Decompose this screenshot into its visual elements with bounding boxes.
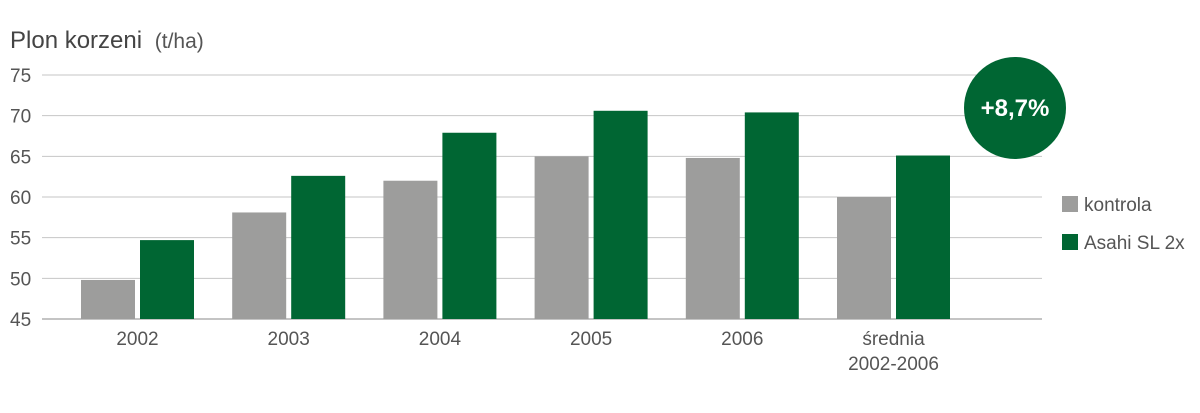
- bar-kontrola: [383, 180, 438, 319]
- annotation-badge: +8,7%: [964, 57, 1066, 159]
- y-tick-label: 65: [10, 147, 31, 168]
- legend-swatch: [1062, 196, 1078, 212]
- bar-asahi-sl-2x: [593, 110, 648, 319]
- x-tick-label: średnia 2002-2006: [848, 329, 939, 375]
- annotation-circle: [964, 57, 1066, 159]
- y-axis-ticks: 45 50 55 60 65 70 75: [10, 66, 31, 331]
- y-tick-label: 75: [10, 66, 31, 87]
- bar-asahi-sl-2x: [442, 132, 497, 319]
- chart-title: Plon korzeni (t/ha): [10, 27, 204, 54]
- chart-title-main: Plon korzeni: [10, 27, 142, 54]
- y-tick-label: 55: [10, 229, 31, 250]
- y-tick-label: 45: [10, 310, 31, 331]
- bar-asahi-sl-2x: [896, 155, 950, 319]
- y-tick-label: 60: [10, 188, 31, 209]
- bars: [81, 110, 950, 319]
- bar-asahi-sl-2x: [291, 175, 346, 319]
- x-tick-label: 2006: [721, 329, 763, 350]
- chart-title-unit: (t/ha): [155, 30, 204, 53]
- x-tick-label: 2005: [570, 329, 612, 350]
- x-tick-label: 2003: [268, 329, 310, 350]
- bar-kontrola: [81, 279, 135, 319]
- bar-kontrola: [685, 157, 740, 319]
- bar-kontrola: [837, 197, 891, 319]
- bar-asahi-sl-2x: [140, 240, 194, 319]
- legend-label: Asahi SL 2x: [1084, 233, 1185, 254]
- x-tick-label: 2002: [116, 329, 158, 350]
- legend-swatch: [1062, 234, 1078, 250]
- x-tick-label: 2004: [419, 329, 462, 350]
- bar-kontrola: [232, 212, 287, 319]
- y-tick-label: 70: [10, 107, 31, 128]
- bar-asahi-sl-2x: [744, 112, 799, 319]
- legend: kontrola Asahi SL 2x: [1062, 195, 1185, 254]
- x-axis-categories: 2002 2003 2004 2005 2006 średnia 2002-2006: [116, 329, 939, 375]
- annotation-text: +8,7%: [981, 95, 1050, 122]
- bar-kontrola: [534, 156, 589, 319]
- legend-label: kontrola: [1084, 195, 1152, 216]
- y-tick-label: 50: [10, 269, 31, 290]
